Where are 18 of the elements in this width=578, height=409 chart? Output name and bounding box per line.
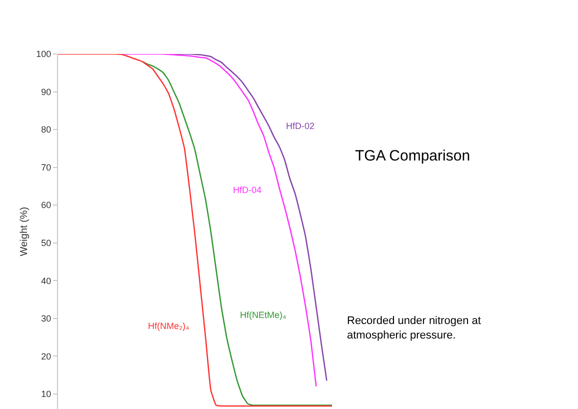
y-tick-label: 90 bbox=[41, 86, 52, 97]
text: TGA Comparison bbox=[355, 147, 470, 164]
y-tick-label: 40 bbox=[41, 276, 52, 286]
y-tick-label: 50 bbox=[41, 238, 52, 248]
y-tick-label: 100 bbox=[36, 49, 52, 60]
y-tick-label: 10 bbox=[41, 389, 52, 400]
text: Recorded under nitrogen at atmospheric pressure. bbox=[347, 315, 481, 342]
y-tick-label: 70 bbox=[41, 162, 52, 172]
y-tick-label: 30 bbox=[41, 314, 52, 324]
series-label: Hf(NEtMe)₄ bbox=[240, 310, 286, 320]
series-label: HfD-02 bbox=[286, 121, 315, 131]
y-tick-label: 80 bbox=[41, 124, 52, 135]
y-tick-label: 60 bbox=[41, 200, 52, 210]
series-label: Hf(NMe₂)₄ bbox=[148, 321, 190, 331]
y-axis-title: Weight (%) bbox=[19, 206, 30, 256]
y-tick-label: 20 bbox=[41, 351, 52, 362]
series-label: HfD-04 bbox=[233, 185, 262, 195]
line-series bbox=[142, 60, 332, 406]
